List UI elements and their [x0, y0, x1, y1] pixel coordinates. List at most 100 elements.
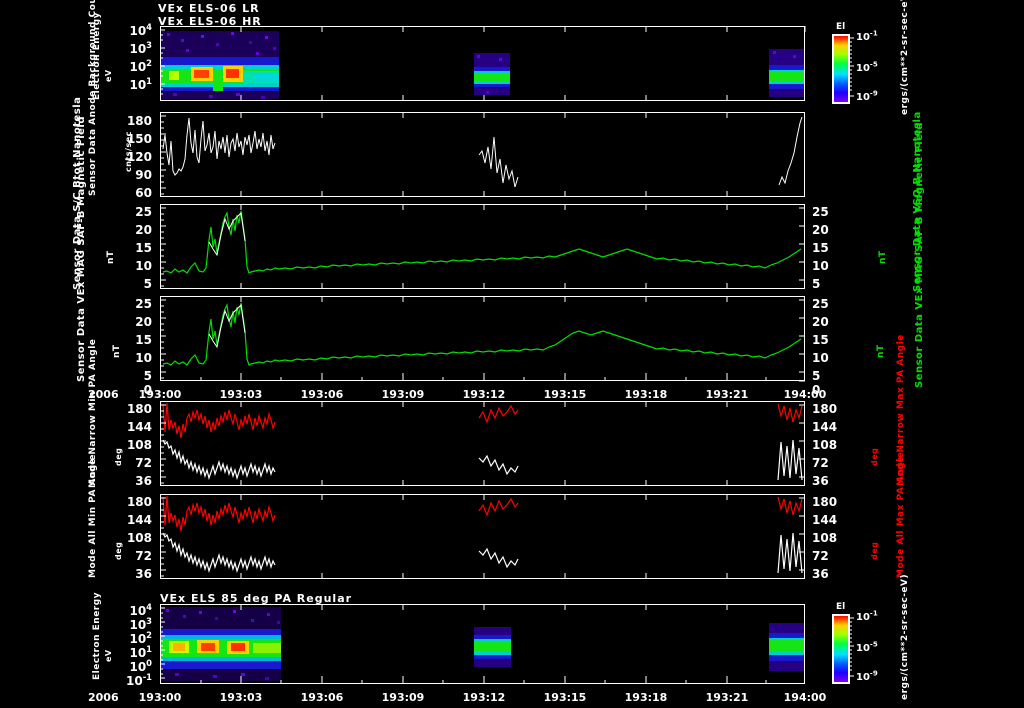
panel5-ytickR-72: 72 — [812, 456, 829, 470]
panel3-ytick-10: 10 — [135, 259, 152, 273]
panel4-ytick-20: 20 — [135, 315, 152, 329]
panel-sc-btot[interactable] — [160, 204, 805, 289]
panel5-ytick-144: 144 — [126, 420, 152, 434]
xaxis-bottom-tick-2: 193:06 — [300, 691, 344, 704]
colorbar-2-tick-2: 10-5 — [856, 640, 878, 654]
panel7-left-label: Electron Energy — [92, 591, 102, 680]
colorbar-2-tick-3: 10-9 — [856, 669, 878, 683]
xaxis-mid-tick-6: 193:18 — [624, 388, 668, 401]
panel4-ytickR-20: 20 — [812, 315, 829, 329]
xaxis-bottom-tick-0: 193:00 — [138, 691, 182, 704]
panel4-ytick-0: 0 — [143, 383, 152, 397]
colorbar-1-tick-1: 10-1 — [856, 29, 878, 43]
anode-background-trace — [162, 116, 803, 188]
narrow-pa-traces — [162, 402, 803, 481]
panel7-ytick-3: 103 — [129, 616, 152, 632]
panel4-left-label: Sensor Data VEx MAG SAF-B Magnetic Field — [76, 115, 87, 382]
panel3-ytick-20: 20 — [135, 223, 152, 237]
spectrogram-2-data — [161, 605, 804, 683]
panel6-ytickR-36: 36 — [812, 567, 829, 581]
vex-mag-safb-trace — [162, 302, 802, 366]
xaxis-mid-tick-8: 194:00 — [783, 388, 827, 401]
panel6-ytick-108: 108 — [126, 531, 152, 545]
panel4-ytick-5: 5 — [143, 369, 152, 383]
panel6-ytick-36: 36 — [135, 567, 152, 581]
panel3-ytickR-10: 10 — [812, 259, 829, 273]
panel7-title: VEx ELS 85 deg PA Regular — [160, 592, 353, 605]
sc-btot-trace — [162, 210, 802, 274]
panel6-left-label: Mode All Min PA Angle — [88, 453, 98, 578]
xaxis-bottom-tick-5: 193:15 — [543, 691, 587, 704]
panel1-ytick-4: 104 — [129, 22, 152, 38]
panel7-ytick-m1: 10-1 — [125, 672, 152, 688]
panel3-ytick-15: 15 — [135, 241, 152, 255]
panel6-ytick-180: 180 — [126, 495, 152, 509]
panel5-ytickR-108: 108 — [812, 438, 838, 452]
panel-els06-spectrogram[interactable] — [160, 26, 805, 101]
panel3-ytickR-15: 15 — [812, 241, 829, 255]
panel3-ytickR-20: 20 — [812, 223, 829, 237]
panel4-ytickR-0: 0 — [812, 383, 821, 397]
panel6-ytickR-72: 72 — [812, 549, 829, 563]
panel2-ytick-150: 150 — [126, 132, 152, 146]
panel4-ytickR-10: 10 — [812, 351, 829, 365]
xaxis-bottom-tick-7: 193:21 — [705, 691, 749, 704]
panel6-ytickR-180: 180 — [812, 495, 838, 509]
panel4-ytick-15: 15 — [135, 333, 152, 347]
panel4-right-label: Sensor Data VEx MAG SAF-B Magnetic Field — [914, 121, 925, 388]
xaxis-mid-tick-7: 193:21 — [705, 388, 749, 401]
panel1-ytick-2: 102 — [129, 58, 152, 74]
colorbar-1-tick-2: 10-5 — [856, 60, 878, 74]
xaxis-mid-tick-2: 193:06 — [300, 388, 344, 401]
colorbar-2 — [832, 614, 850, 684]
panel5-ytick-72: 72 — [135, 456, 152, 470]
panel5-right-units: deg — [870, 447, 879, 466]
colorbar-2-units: ergs/(cm**2-sr-sec-eV) — [900, 573, 910, 700]
panel3-ytickR-5: 5 — [812, 277, 821, 291]
xaxis-mid-tick-0: 193:00 — [138, 388, 182, 401]
panel6-ytickR-144: 144 — [812, 513, 838, 527]
colorbar-1-label: El — [836, 22, 846, 32]
xaxis-mid-tick-5: 193:15 — [543, 388, 587, 401]
panel2-ytick-90: 90 — [135, 168, 152, 182]
spectrogram-1-data — [161, 27, 804, 100]
colorbar-2-tick-1: 10-1 — [856, 609, 878, 623]
panel1-title-lr: VEx ELS-06 LR — [158, 2, 260, 15]
panel-anode-background[interactable] — [160, 112, 805, 197]
panel4-ytickR-25: 25 — [812, 297, 829, 311]
colorbar-1-tick-3: 10-9 — [856, 89, 878, 103]
panel2-ytick-180: 180 — [126, 114, 152, 128]
xaxis-mid-tick-3: 193:09 — [381, 388, 425, 401]
panel7-ytick-0: 100 — [129, 658, 152, 674]
panel4-right-units: nT — [876, 344, 886, 358]
panel5-ytickR-180: 180 — [812, 402, 838, 416]
panel1-ytick-1: 101 — [129, 76, 152, 92]
panel6-ytickR-108: 108 — [812, 531, 838, 545]
panel1-ytick-3: 103 — [129, 40, 152, 56]
panel2-ytick-120: 120 — [126, 150, 152, 164]
panel5-ytick-108: 108 — [126, 438, 152, 452]
panel2-ytick-60: 60 — [135, 186, 152, 200]
panel3-ytick-5: 5 — [143, 277, 152, 291]
panel5-ytickR-36: 36 — [812, 474, 829, 488]
panel-vex-mag-safb[interactable] — [160, 296, 805, 381]
panel-els85-spectrogram[interactable] — [160, 604, 805, 684]
panel4-ytickR-5: 5 — [812, 369, 821, 383]
panel2-left-label: Sensor Data Anode Background Count Rate — [88, 0, 98, 196]
panel5-ytick-36: 36 — [135, 474, 152, 488]
panel1-title-hr: VEx ELS-06 HR — [158, 15, 262, 28]
panel4-ytick-10: 10 — [135, 351, 152, 365]
panel3-right-units: nT — [878, 250, 888, 264]
panel-all-pa[interactable] — [160, 494, 805, 579]
all-pa-traces — [162, 495, 803, 574]
colorbar-1 — [832, 34, 850, 104]
panel6-right-units: deg — [870, 541, 879, 560]
xaxis-bottom-tick-6: 193:18 — [624, 691, 668, 704]
xaxis-bottom-year: 2006 — [88, 691, 119, 704]
xaxis-bottom-tick-8: 194:00 — [783, 691, 827, 704]
panel6-right-label: Mode All Max PA Angle — [896, 451, 906, 578]
panel4-ytick-25: 25 — [135, 297, 152, 311]
panel-narrow-pa[interactable] — [160, 401, 805, 486]
panel7-ytick-2: 102 — [129, 630, 152, 646]
